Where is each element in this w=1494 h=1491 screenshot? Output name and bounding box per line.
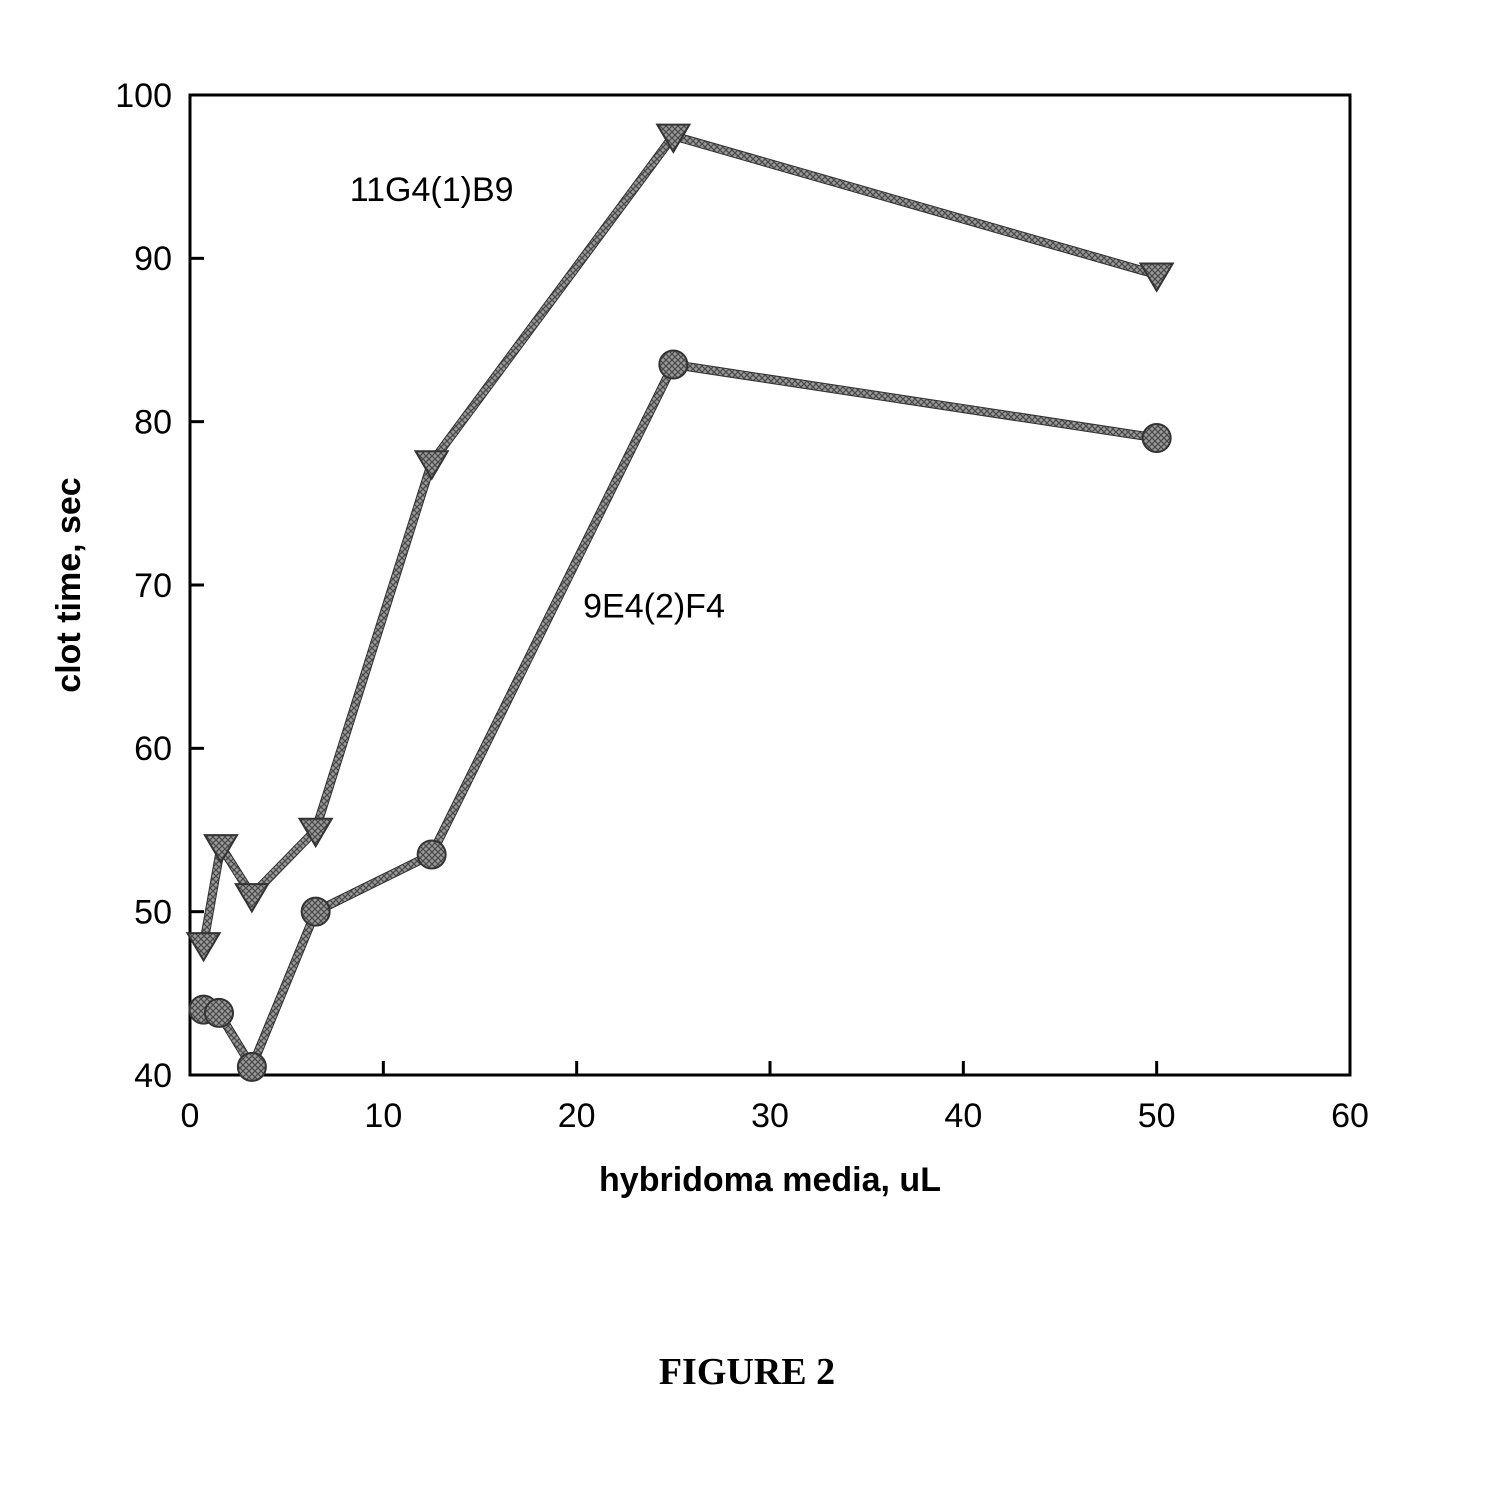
x-tick-label: 0: [181, 1097, 200, 1135]
figure-caption: FIGURE 2: [0, 1350, 1494, 1394]
x-tick-label: 30: [751, 1097, 789, 1135]
y-tick-label: 60: [134, 730, 172, 768]
marker-circle: [205, 999, 233, 1027]
marker-circle: [418, 841, 446, 869]
marker-circle: [659, 351, 687, 379]
x-tick-label: 50: [1138, 1097, 1176, 1135]
series-label-9E4(2)F4: 9E4(2)F4: [583, 588, 725, 626]
marker-circle: [1143, 424, 1171, 452]
y-tick-label: 70: [134, 567, 172, 605]
x-tick-label: 10: [364, 1097, 402, 1135]
line-chart: 0 10 20 30 40 50 60 40 50 60 70 80 90 100 hybridoma me…: [0, 0, 1494, 1280]
y-tick-label: 50: [134, 894, 172, 932]
series-label-11G4(1)B9: 11G4(1)B9: [350, 171, 514, 209]
chart-container: 0 10 20 30 40 50 60 40 50 60 70 80 90 100 hybridoma me…: [0, 0, 1494, 1491]
y-tick-label: 40: [134, 1057, 172, 1095]
x-axis-label: hybridoma media, uL: [599, 1161, 941, 1199]
marker-circle: [302, 898, 330, 926]
y-tick-label: 90: [134, 240, 172, 278]
x-tick-label: 60: [1331, 1097, 1369, 1135]
x-tick-label: 40: [944, 1097, 982, 1135]
marker-circle: [238, 1053, 266, 1081]
y-tick-label: 80: [134, 404, 172, 442]
y-tick-label: 100: [115, 77, 172, 115]
y-axis-label: clot time, sec: [50, 477, 88, 692]
x-tick-label: 20: [558, 1097, 596, 1135]
